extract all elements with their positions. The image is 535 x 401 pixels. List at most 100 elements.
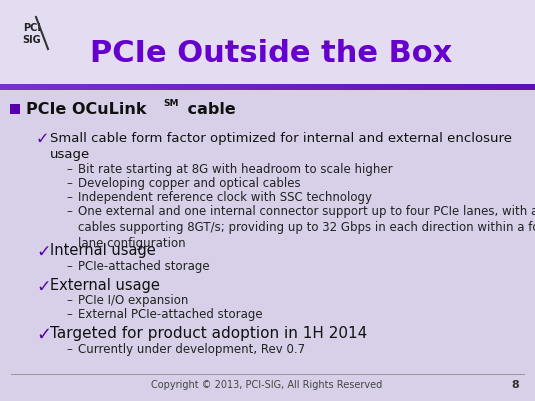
Bar	[271, 85, 272, 91]
Bar	[318, 85, 319, 91]
Bar	[310, 85, 316, 91]
Bar	[169, 85, 170, 91]
Bar	[138, 85, 139, 91]
Text: PCIe OCuLink: PCIe OCuLink	[26, 102, 147, 117]
Bar	[166, 85, 167, 91]
Bar	[175, 85, 176, 91]
Bar	[503, 85, 508, 91]
Bar	[503, 85, 504, 91]
Bar	[161, 85, 162, 91]
Bar	[302, 85, 303, 91]
Bar	[419, 85, 420, 91]
Bar	[391, 85, 396, 91]
Bar	[376, 85, 377, 91]
Bar	[153, 85, 154, 91]
Bar	[406, 85, 407, 91]
Bar	[378, 85, 379, 91]
Bar	[241, 85, 246, 91]
Bar	[434, 85, 435, 91]
Bar	[344, 85, 345, 91]
Bar	[60, 85, 61, 91]
Bar	[326, 85, 327, 91]
Bar	[90, 85, 91, 91]
Bar	[424, 85, 425, 91]
Bar	[5, 85, 6, 91]
Bar	[230, 85, 235, 91]
Bar	[110, 85, 111, 91]
Bar	[465, 85, 466, 91]
Bar	[250, 85, 251, 91]
Bar	[243, 85, 244, 91]
Bar	[214, 85, 215, 91]
Bar	[22, 85, 23, 91]
Bar	[118, 85, 119, 91]
Bar	[44, 85, 45, 91]
Bar	[357, 85, 358, 91]
Bar	[79, 85, 80, 91]
Bar	[412, 85, 417, 91]
Bar	[98, 85, 99, 91]
Bar	[325, 85, 326, 91]
Bar	[370, 85, 371, 91]
Bar	[401, 85, 402, 91]
Bar	[508, 85, 514, 91]
Bar	[522, 85, 523, 91]
Bar	[193, 85, 198, 91]
Bar	[183, 85, 184, 91]
Bar	[284, 85, 289, 91]
Bar	[203, 85, 204, 91]
Bar	[364, 85, 369, 91]
Bar	[364, 85, 365, 91]
Bar	[251, 85, 257, 91]
Bar	[121, 85, 122, 91]
Bar	[199, 85, 200, 91]
Bar	[113, 85, 114, 91]
Bar	[63, 85, 64, 91]
Bar	[123, 85, 124, 91]
Bar	[5, 85, 11, 91]
Bar	[313, 85, 314, 91]
Text: ✓: ✓	[36, 277, 50, 295]
Bar	[346, 85, 347, 91]
Bar	[227, 85, 228, 91]
Bar	[368, 85, 369, 91]
Bar	[208, 85, 209, 91]
Bar	[62, 85, 63, 91]
Bar	[21, 85, 27, 91]
Bar	[28, 85, 29, 91]
Bar	[453, 85, 454, 91]
Bar	[410, 85, 411, 91]
Bar	[498, 85, 503, 91]
Bar	[309, 85, 310, 91]
Bar	[67, 85, 68, 91]
Bar	[37, 85, 43, 91]
Bar	[428, 85, 433, 91]
Bar	[191, 85, 192, 91]
Bar	[377, 85, 378, 91]
Text: External usage: External usage	[50, 277, 160, 292]
Bar	[190, 85, 191, 91]
Bar	[25, 85, 26, 91]
Bar	[284, 85, 285, 91]
Bar	[490, 85, 491, 91]
Bar	[296, 85, 297, 91]
Text: Copyright © 2013, PCI-SIG, All Rights Reserved: Copyright © 2013, PCI-SIG, All Rights Re…	[151, 379, 383, 389]
Bar	[146, 85, 147, 91]
Bar	[149, 85, 150, 91]
Bar	[215, 85, 216, 91]
Bar	[35, 85, 36, 91]
Bar	[363, 85, 364, 91]
Bar	[430, 85, 431, 91]
Bar	[107, 85, 112, 91]
Bar	[36, 85, 37, 91]
Bar	[530, 85, 531, 91]
Bar	[155, 85, 160, 91]
Bar	[103, 85, 104, 91]
Bar	[185, 85, 186, 91]
Bar	[134, 85, 135, 91]
Bar	[324, 85, 325, 91]
Bar	[417, 85, 418, 91]
Bar	[58, 85, 59, 91]
Bar	[211, 85, 212, 91]
Bar	[295, 85, 296, 91]
